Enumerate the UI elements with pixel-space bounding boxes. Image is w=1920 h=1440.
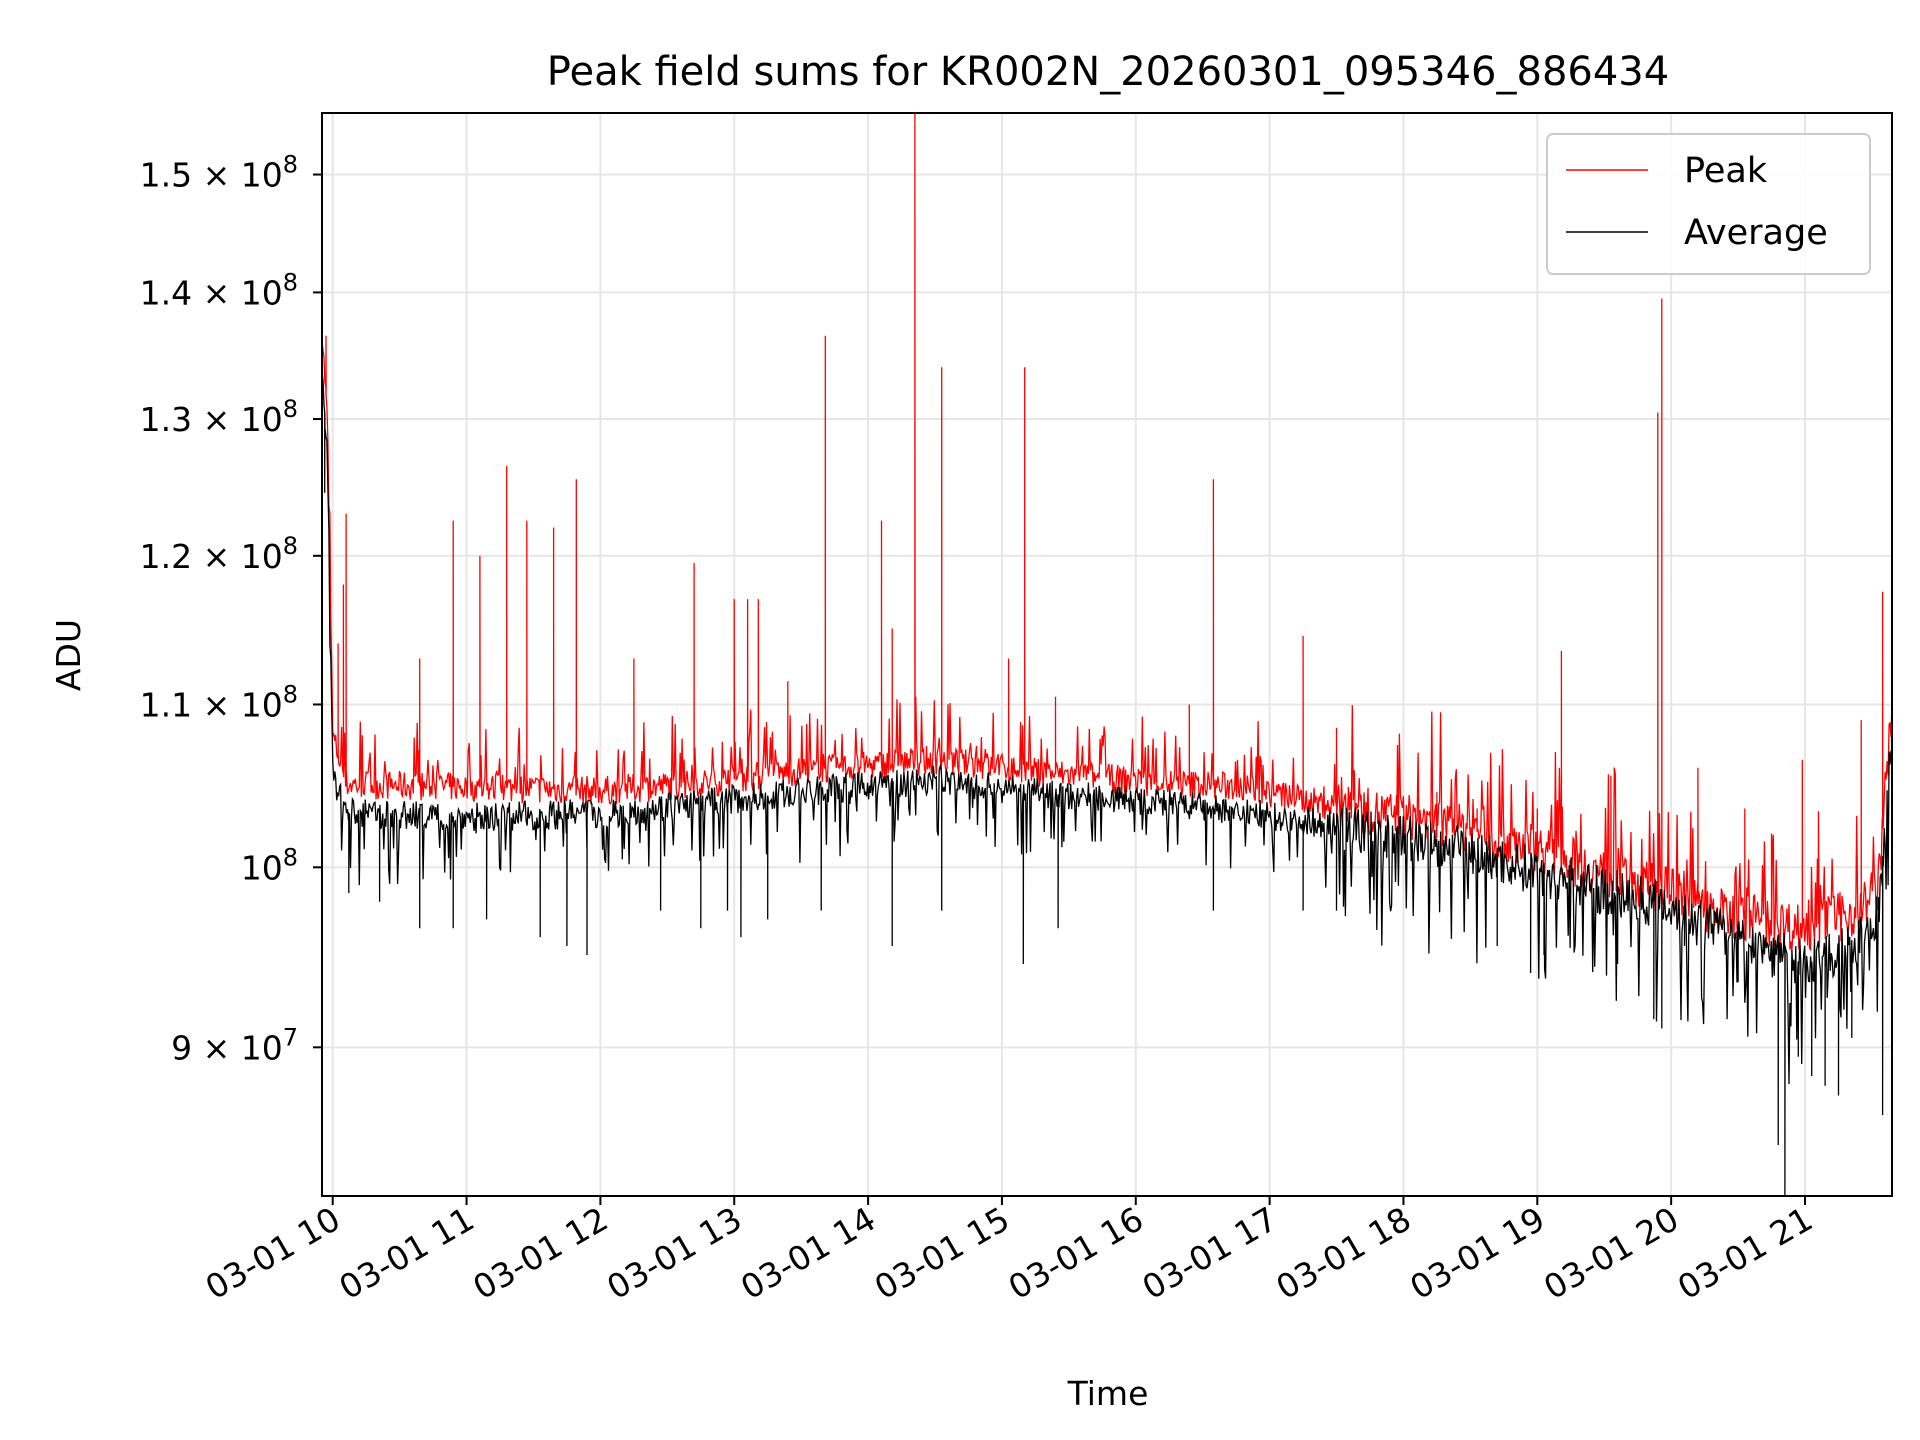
y-tick-label: 9 × 107 [171,1023,298,1067]
series-line-average [322,371,1892,1196]
plot-frame [321,112,1893,1197]
y-tick-label: 1.2 × 108 [140,532,298,576]
legend: Peak Average [1546,133,1871,275]
x-axis-label: Time [1067,1374,1149,1413]
legend-box [1546,133,1871,275]
y-tick-label: 1.4 × 108 [140,268,298,312]
chart-title: Peak field sums for KR002N_20260301_0953… [547,49,1669,95]
y-tick-label: 1.1 × 108 [140,680,298,724]
y-tick-label: 1.5 × 108 [140,151,298,195]
legend-label-average: Average [1684,213,1828,253]
y-tick-label: 1.3 × 108 [140,395,298,439]
series-line-peak [322,113,1892,952]
legend-label-peak: Peak [1684,151,1768,191]
y-axis-label: ADU [49,619,88,691]
